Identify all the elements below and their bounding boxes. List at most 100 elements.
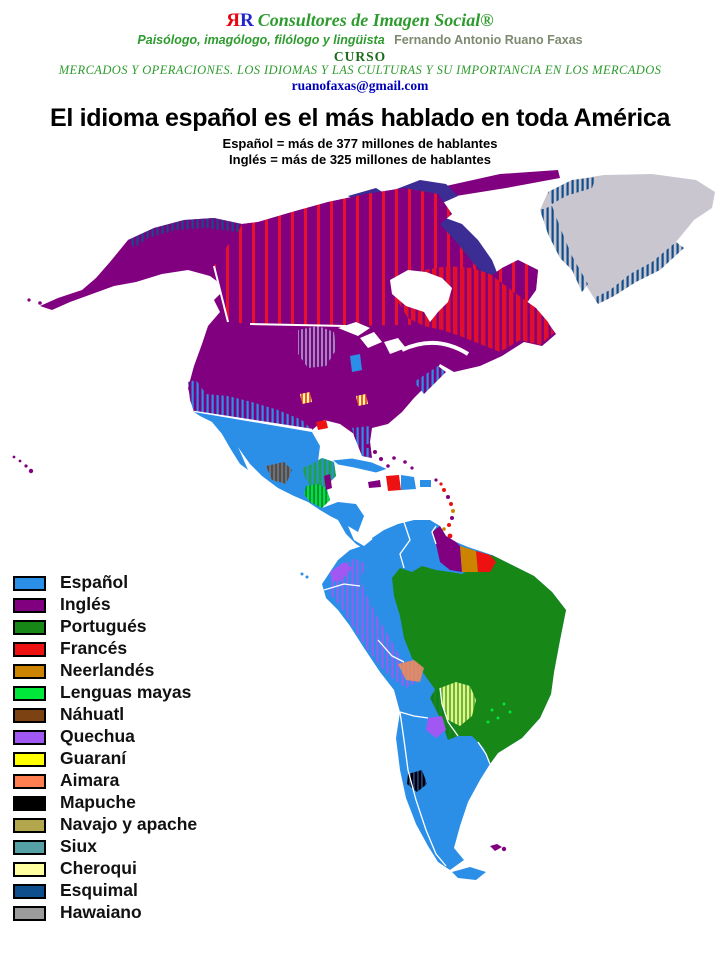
course-label: CURSO [333, 49, 387, 64]
lake-michigan-huron-water [360, 332, 382, 348]
legend-row-mayas: Lenguas mayas [13, 682, 197, 704]
legend-label: Francés [60, 638, 128, 659]
cuba-island [330, 457, 390, 474]
virgin-islands-dot [439, 482, 443, 486]
falklands-island [490, 844, 502, 851]
aleutian-island-dot [27, 298, 31, 302]
legend-swatch-hawaiano [13, 905, 46, 921]
peru-bolivia-border [377, 639, 405, 663]
legend-swatch-espanol [13, 575, 46, 591]
legend-row-neerlandes: Neerlandés [13, 660, 197, 682]
bahamas-dot [366, 444, 370, 448]
galapagos-dot [300, 572, 304, 576]
bahamas-dot [373, 450, 377, 454]
bahamas-dot [386, 464, 390, 468]
brand-reversed-r: Я [226, 10, 240, 31]
greenland-esquimal-west-coast [540, 206, 588, 292]
legend-swatch-nahuatl [13, 707, 46, 723]
legend-swatch-portugues [13, 619, 46, 635]
hudson-bay-water [390, 270, 452, 322]
andes-quechua-striped [328, 558, 418, 688]
legend-label: Aimara [60, 770, 120, 791]
chile-argentina-border [399, 711, 447, 867]
antilles-dot [442, 488, 446, 492]
legend-row-mapuche: Mapuche [13, 792, 197, 814]
legend-row-aimara: Aimara [13, 770, 197, 792]
us-mexico-border-line [193, 410, 313, 432]
cheroqui-patch-west [300, 392, 312, 404]
antilles-dot [442, 527, 446, 531]
brand-name: Consultores de Imagen Social® [257, 10, 494, 30]
legend-row-nahuatl: Náhuatl [13, 704, 197, 726]
galapagos-dot [305, 575, 309, 579]
legend-label: Guaraní [60, 748, 127, 769]
belize-english-sliver [324, 474, 332, 490]
course-title: MERCADOS Y OPERACIONES. LOS IDIOMAS Y LA… [58, 63, 662, 77]
paraguay-guarani-region [440, 682, 476, 726]
falklands-island-dot [501, 846, 507, 852]
legend-row-quechua: Quechua [13, 726, 197, 748]
paraguay-argentina-border [439, 687, 459, 737]
legend-row-siux: Siux [13, 836, 197, 858]
ecuador-quechua-patch [330, 562, 352, 582]
arctic-sliver-island [446, 170, 560, 196]
legend-swatch-mapuche [13, 795, 46, 811]
legend-swatch-frances [13, 641, 46, 657]
south-america-borders [323, 521, 491, 867]
map-legend: Español Inglés Portugués Francés Neerlan… [13, 572, 197, 924]
guarani-speckle [486, 720, 490, 724]
greenland-esquimal-northwest-coast [548, 177, 596, 204]
brand-r: R [240, 10, 254, 31]
legend-row-guarani: Guaraní [13, 748, 197, 770]
caribbean-islands [330, 444, 455, 539]
legend-label: Siux [60, 836, 97, 857]
st-lawrence-river [401, 340, 470, 356]
bahamas-dot [379, 457, 383, 461]
ungava-striped [488, 260, 538, 304]
northeast-coast-striped [414, 366, 446, 394]
antilles-dot [449, 502, 453, 506]
hawaii-dot [24, 464, 28, 468]
haiti-island [386, 475, 401, 491]
greenland-land [540, 174, 715, 298]
email-link[interactable]: ruanofaxas@gmail.com [291, 78, 429, 93]
guatemala-maya-region [304, 484, 330, 508]
yukon-border-line [213, 265, 229, 323]
legend-swatch-navajo [13, 817, 46, 833]
antilles-dot [451, 509, 455, 513]
legend-swatch-guarani [13, 751, 46, 767]
legend-label: Neerlandés [60, 660, 155, 681]
subtitle-author-name: Fernando Antonio Ruano Faxas [394, 33, 583, 47]
legend-label: Portugués [60, 616, 147, 637]
guarani-speckle [502, 702, 506, 706]
dakota-siux-region [298, 326, 336, 368]
antilles-dot [446, 495, 450, 499]
mexico-central-america [194, 412, 380, 552]
brand-line: ЯR Consultores de Imagen Social® [0, 10, 720, 32]
bahamas-dot [410, 466, 414, 470]
bolivia-aimara-patch [398, 660, 424, 682]
legend-swatch-neerlandes [13, 663, 46, 679]
south-america [300, 520, 566, 880]
hawaii-dot [18, 459, 22, 463]
lake-erie-ontario-water [384, 338, 406, 354]
guarani-speckle [490, 708, 494, 712]
legend-label: Navajo y apache [60, 814, 198, 835]
legend-label: Náhuatl [60, 704, 125, 725]
venezuela-guyana-border [431, 525, 437, 545]
brazil-portuguese-region [392, 555, 566, 764]
puerto-rico-island [420, 480, 431, 487]
legend-swatch-siux [13, 839, 46, 855]
hawaii-dot [28, 468, 34, 474]
legend-swatch-quechua [13, 729, 46, 745]
florida-striped [352, 426, 372, 458]
stat-spanish: Español = más de 377 millones de hablant… [222, 136, 498, 151]
guarani-speckle [496, 716, 500, 720]
great-lakes-spanish-enclave [350, 354, 362, 372]
map-svg [12, 170, 715, 880]
tierra-del-fuego-island [452, 867, 486, 880]
legend-swatch-ingles [13, 597, 46, 613]
ecuador-peru-border [323, 583, 361, 591]
aleutian-island-dot [49, 303, 55, 309]
cheroqui-patch-east [356, 394, 368, 406]
